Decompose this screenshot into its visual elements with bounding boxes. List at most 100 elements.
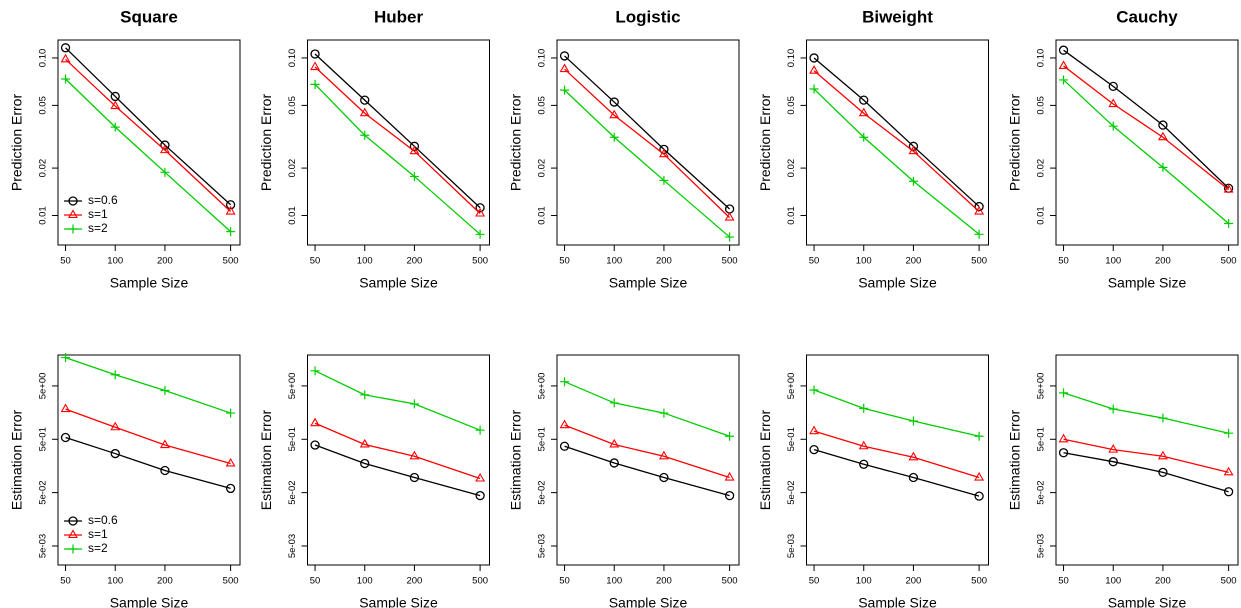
x-tick-label: 500 (223, 256, 239, 267)
marker (68, 224, 78, 234)
y-tick-label: 0.05 (1036, 96, 1047, 115)
marker (1158, 467, 1168, 477)
marker (974, 229, 984, 239)
y-tick-label: 5e-01 (1036, 427, 1047, 451)
y-axis-label: Prediction Error (1007, 94, 1023, 192)
marker (1108, 404, 1118, 414)
marker (1059, 75, 1069, 85)
x-tick-label: 500 (722, 256, 738, 267)
y-tick-label: 0.02 (287, 159, 298, 178)
marker (1108, 121, 1118, 131)
series-line (564, 55, 731, 210)
marker (974, 431, 984, 441)
x-tick-label: 200 (157, 576, 173, 587)
legend-label: s=2 (88, 541, 108, 555)
marker (908, 145, 919, 155)
marker (310, 79, 320, 89)
marker (360, 390, 370, 400)
marker (559, 419, 570, 429)
y-axis-label: Estimation Error (9, 409, 25, 510)
y-tick-label: 5e-01 (537, 427, 548, 451)
marker (475, 207, 486, 217)
plot-box (57, 354, 241, 566)
marker (659, 175, 669, 185)
marker (725, 232, 735, 242)
series-line (813, 57, 980, 208)
marker (724, 211, 735, 221)
x-tick-label: 50 (310, 256, 321, 267)
y-tick-label: 5e+00 (537, 373, 548, 400)
marker (110, 448, 120, 459)
x-tick-label: 100 (606, 256, 622, 267)
chart-title: Logistic (615, 7, 680, 26)
marker (560, 85, 570, 95)
marker (1108, 457, 1118, 467)
x-tick-label: 200 (157, 256, 173, 267)
y-tick-label: 0.01 (38, 206, 49, 225)
x-tick-label: 50 (559, 256, 570, 267)
marker (1157, 450, 1168, 460)
marker (809, 84, 819, 94)
y-tick-label: 0.01 (287, 206, 298, 225)
marker (908, 451, 919, 461)
plot-box (57, 39, 241, 246)
y-axis-label: Prediction Error (757, 94, 773, 192)
marker (724, 490, 735, 501)
marker (1108, 81, 1118, 92)
series-line (314, 422, 481, 480)
marker (658, 148, 669, 158)
x-axis-label: Sample Size (609, 595, 688, 608)
x-tick-label: 50 (809, 256, 820, 267)
series-line (65, 78, 232, 233)
y-tick-label: 5e-02 (287, 480, 298, 504)
y-tick-label: 5e-01 (287, 427, 298, 451)
marker (859, 459, 869, 469)
marker (360, 130, 370, 140)
marker (908, 141, 919, 151)
marker (1058, 433, 1069, 443)
x-tick-label: 500 (1221, 256, 1237, 267)
marker (160, 465, 170, 476)
marker (609, 438, 620, 448)
series-line (314, 370, 481, 431)
marker (1223, 487, 1234, 497)
marker (1059, 388, 1069, 398)
marker (68, 209, 78, 219)
marker (310, 61, 320, 71)
marker (609, 458, 619, 468)
x-tick-label: 50 (60, 256, 71, 267)
marker (475, 490, 485, 501)
marker (68, 516, 78, 526)
y-tick-label: 0.01 (786, 206, 797, 225)
y-axis-label: Prediction Error (508, 94, 524, 192)
marker (609, 97, 619, 107)
plot-box (1055, 39, 1239, 246)
x-axis-label: Sample Size (359, 275, 438, 291)
marker (475, 229, 485, 239)
marker (974, 491, 984, 501)
y-tick-label: 5e-01 (786, 427, 797, 451)
chart-title: Cauchy (1116, 7, 1178, 26)
y-tick-label: 5e+00 (1036, 373, 1047, 400)
y-axis-label: Prediction Error (258, 94, 274, 192)
x-tick-label: 500 (472, 576, 488, 587)
marker (559, 63, 570, 73)
marker (409, 399, 419, 409)
marker (60, 53, 71, 63)
y-tick-label: 0.10 (1036, 49, 1047, 68)
marker (160, 386, 170, 396)
y-tick-label: 5e-01 (38, 427, 49, 451)
marker (68, 529, 78, 539)
plot-box (556, 354, 740, 566)
x-tick-label: 500 (971, 256, 987, 267)
y-tick-label: 0.10 (287, 49, 298, 68)
marker (858, 107, 869, 117)
x-tick-label: 100 (1105, 576, 1121, 587)
marker (809, 444, 819, 455)
x-tick-label: 200 (406, 576, 422, 587)
marker (1223, 184, 1234, 193)
marker (1223, 466, 1234, 476)
y-tick-label: 5e+00 (287, 373, 298, 400)
y-tick-label: 0.10 (537, 49, 548, 68)
